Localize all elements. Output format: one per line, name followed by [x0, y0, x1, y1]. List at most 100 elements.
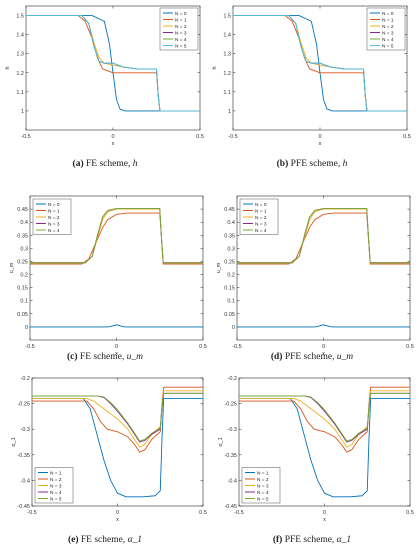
- legend-box: [366, 7, 406, 51]
- chart-panel-f: -0.5 0 0.5 -0.45 -0.4 -0.35 -0.3 -0.25 -0.2 x α_1 N…: [207, 368, 417, 528]
- y-tick-label: 1: [21, 109, 24, 115]
- x-tick-label: 0.5: [406, 510, 414, 516]
- series-line: [32, 398, 203, 498]
- series-line: [26, 15, 200, 112]
- chart-svg: -0.5 0 0.5 -0.45 -0.4 -0.35 -0.3 -0.25 -0.2 x α_1 N…: [11, 376, 207, 523]
- legend-label: N = 3: [175, 30, 187, 36]
- y-tick-label: 0.4: [20, 220, 28, 226]
- chart-panel-d: -0.5 0 0.5 0 0.05 0.1 0.15 0.2 0.25 0.3 0.35 0.4 0.4…: [207, 180, 417, 360]
- legend-label: N = 1: [255, 208, 267, 214]
- y-tick-label: 0: [232, 325, 235, 331]
- y-tick-label: 1.4: [223, 33, 231, 39]
- y-tick-label: 0.35: [224, 233, 235, 239]
- y-tick-label: 0.2: [20, 273, 28, 279]
- y-tick-label: 0.05: [17, 312, 28, 318]
- x-axis-label: x: [323, 517, 326, 523]
- legend-label: N = 5: [382, 43, 394, 49]
- y-axis-label: h: [5, 66, 11, 69]
- y-axis-label: h: [212, 66, 218, 69]
- y-tick-label: 0.1: [20, 299, 28, 305]
- y-tick-label: -0.45: [224, 504, 237, 510]
- series-line: [32, 392, 203, 442]
- y-tick-label: 1.2: [223, 71, 231, 77]
- x-tick-label: 0: [322, 344, 325, 350]
- x-tick-label: -0.5: [228, 134, 237, 140]
- y-tick-label: 1.3: [223, 52, 231, 58]
- x-tick-label: -0.5: [232, 344, 241, 350]
- legend-label: N = 3: [382, 30, 394, 36]
- series-line: [239, 398, 410, 498]
- y-tick-label: 0.25: [17, 259, 28, 265]
- y-tick-label: 1.5: [223, 14, 231, 20]
- y-tick-label: -0.4: [228, 478, 237, 484]
- y-tick-label: -0.35: [224, 453, 237, 459]
- series-line: [239, 392, 410, 442]
- chart-svg: -0.5 0 0.5 0 0.05 0.1 0.15 0.2 0.25 0.3 0.35 0.4 0.4…: [9, 195, 207, 357]
- legend-label: N = 0: [48, 202, 60, 208]
- x-tick-label: -0.5: [234, 510, 243, 516]
- caption-c: (c) FE scheme, u_m: [67, 352, 143, 362]
- legend-label: N = 0: [382, 11, 394, 17]
- y-tick-label: -0.45: [17, 504, 30, 510]
- y-tick-label: 0.3: [20, 246, 28, 252]
- legend-label: N = 2: [50, 477, 62, 483]
- x-tick-label: 0.5: [199, 344, 207, 350]
- y-tick-label: 0.25: [224, 259, 235, 265]
- y-tick-label: -0.25: [224, 402, 237, 408]
- series-line: [30, 208, 203, 264]
- legend-label: N = 2: [382, 24, 394, 30]
- x-axis-label: x: [112, 141, 115, 147]
- x-tick-label: -0.5: [27, 510, 36, 516]
- legend-label: N = 3: [257, 483, 269, 489]
- y-tick-label: 0.15: [17, 286, 28, 292]
- caption-a: (a) FE scheme, h: [72, 159, 138, 169]
- x-tick-label: 0: [318, 134, 321, 140]
- y-tick-label: -0.2: [228, 376, 237, 382]
- legend-label: N = 4: [382, 37, 394, 43]
- x-axis-label: x: [115, 351, 118, 357]
- caption-e: (e) FE scheme, α_1: [67, 535, 143, 545]
- chart-svg: -0.5 0 0.5 0 0.05 0.1 0.15 0.2 0.25 0.3 0.35 0.4 0.4…: [216, 195, 414, 357]
- legend-label: N = 4: [50, 490, 62, 496]
- x-tick-label: 0.5: [199, 510, 207, 516]
- y-tick-label: 1.2: [16, 71, 24, 77]
- legend-label: N = 1: [382, 17, 394, 23]
- legend-label: N = 2: [255, 215, 267, 221]
- y-tick-label: 1.3: [16, 52, 24, 58]
- x-axis-label: x: [322, 351, 325, 357]
- y-tick-label: 0.4: [227, 220, 235, 226]
- caption-d: (d) PFE scheme, u_m: [270, 352, 354, 362]
- legend-label: N = 5: [257, 496, 269, 502]
- y-tick-label: 0.35: [17, 233, 28, 239]
- legend-label: N = 5: [50, 496, 62, 502]
- y-tick-label: 1.5: [16, 14, 24, 20]
- legend-label: N = 3: [48, 221, 60, 227]
- y-axis-label: u_m: [9, 262, 15, 273]
- series-line: [233, 15, 407, 112]
- y-tick-label: -0.35: [17, 453, 30, 459]
- y-tick-label: -0.25: [17, 402, 30, 408]
- chart-panel-e: -0.5 0 0.5 -0.45 -0.4 -0.35 -0.3 -0.25 -0.2 x α_1 N…: [0, 368, 210, 528]
- y-tick-label: 0.45: [17, 207, 28, 213]
- legend-label: N = 2: [175, 24, 187, 30]
- legend-label: N = 4: [257, 490, 269, 496]
- x-tick-label: 0: [116, 510, 119, 516]
- y-tick-label: -0.3: [228, 427, 237, 433]
- y-tick-label: 1.4: [16, 33, 24, 39]
- y-tick-label: 0.15: [224, 286, 235, 292]
- legend-label: N = 4: [48, 228, 60, 234]
- chart-svg: -0.5 0 0.5 -0.45 -0.4 -0.35 -0.3 -0.25 -0.2 x α_1 N…: [218, 376, 414, 523]
- y-axis-label: α_1: [11, 437, 17, 446]
- x-tick-label: -0.5: [21, 134, 30, 140]
- x-tick-label: 0: [115, 344, 118, 350]
- x-tick-label: -0.5: [25, 344, 34, 350]
- legend-label: N = 1: [48, 208, 60, 214]
- legend-label: N = 0: [175, 11, 187, 17]
- legend-label: N = 2: [257, 477, 269, 483]
- caption-b: (b) PFE scheme, h: [276, 159, 348, 169]
- series-line: [237, 324, 410, 328]
- legend-label: N = 4: [175, 37, 187, 43]
